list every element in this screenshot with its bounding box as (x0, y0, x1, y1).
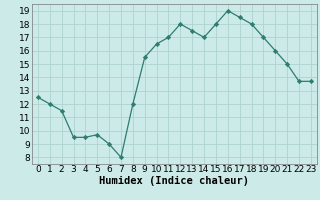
X-axis label: Humidex (Indice chaleur): Humidex (Indice chaleur) (100, 176, 249, 186)
